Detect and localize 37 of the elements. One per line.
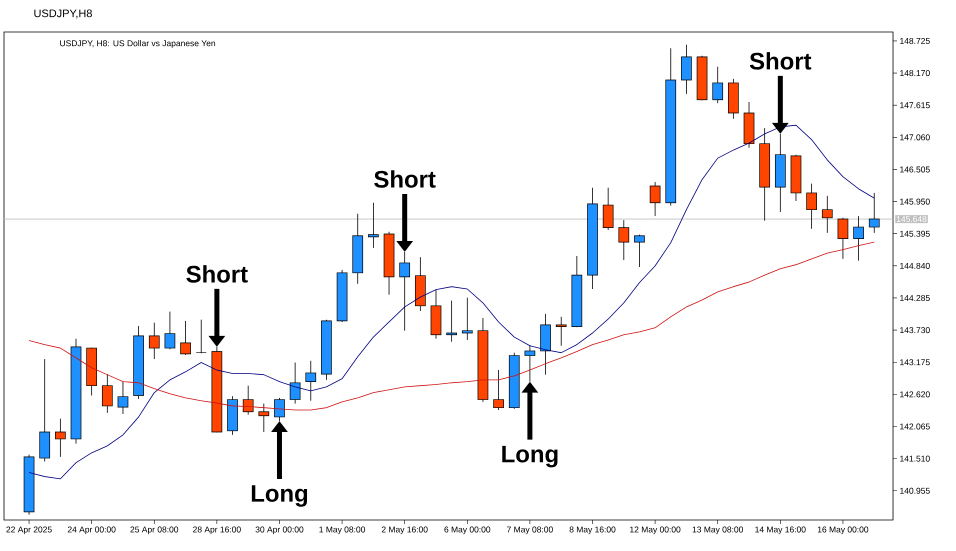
y-tick-label: 143.730	[900, 327, 930, 334]
y-tick-label: 148.725	[900, 38, 930, 44]
chart-title: USDJPY,H8	[34, 9, 92, 19]
y-tick-label: 144.285	[900, 294, 930, 301]
y-tick-label: 147.615	[900, 102, 930, 108]
annotation: Short	[186, 265, 248, 283]
y-tick-label: 146.505	[900, 166, 930, 172]
x-tick-label: 2 May 16:00	[382, 526, 428, 534]
annotation: Short	[374, 170, 436, 188]
y-tick-label: 148.170	[900, 70, 930, 76]
x-tick-label: 30 Apr 00:00	[256, 526, 304, 534]
y-tick-label: 140.955	[900, 488, 930, 494]
y-tick-label: 141.510	[900, 456, 930, 462]
annotation: Short	[750, 52, 812, 70]
x-tick-label: 1 May 08:00	[319, 526, 366, 534]
text: USDJPY, H8: US Dollar vs Japanese Yen	[60, 40, 216, 48]
x-tick-label: 22 Apr 2025	[6, 526, 52, 534]
y-tick-label: 145.950	[900, 198, 930, 205]
y-tick-label: 145.395	[900, 230, 930, 237]
y-tick-label: 143.175	[900, 359, 930, 366]
y-tick-label: 144.840	[900, 262, 930, 269]
x-tick-label: 28 Apr 16:00	[193, 526, 241, 534]
x-tick-label: 8 May 16:00	[570, 526, 616, 534]
x-tick-label: 6 May 00:00	[444, 526, 490, 534]
x-tick-label: 16 May 00:00	[818, 526, 868, 534]
x-tick-label: 24 Apr 00:00	[68, 526, 116, 534]
y-tick-label: 142.065	[900, 424, 930, 430]
annotation: Long	[502, 446, 558, 468]
ref-line-label: 145.648	[896, 216, 926, 222]
x-tick-label: 12 May 00:00	[630, 526, 680, 534]
y-tick-label: 142.620	[900, 391, 930, 398]
annotation: Long	[252, 485, 308, 507]
x-tick-label: 25 Apr 08:00	[130, 526, 178, 534]
x-tick-label: 13 May 08:00	[692, 526, 744, 534]
x-tick-label: 14 May 16:00	[755, 526, 806, 534]
x-tick-label: 7 May 08:00	[507, 526, 553, 534]
y-tick-label: 147.060	[900, 134, 930, 140]
